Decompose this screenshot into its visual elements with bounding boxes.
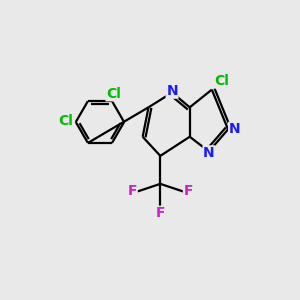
Text: Cl: Cl [106,87,121,101]
Text: N: N [229,122,240,136]
Text: N: N [166,84,178,98]
Text: F: F [128,184,137,198]
Text: N: N [203,146,215,160]
Text: F: F [156,206,165,220]
Text: Cl: Cl [215,74,230,88]
Text: Cl: Cl [58,114,73,128]
Text: F: F [184,184,193,198]
